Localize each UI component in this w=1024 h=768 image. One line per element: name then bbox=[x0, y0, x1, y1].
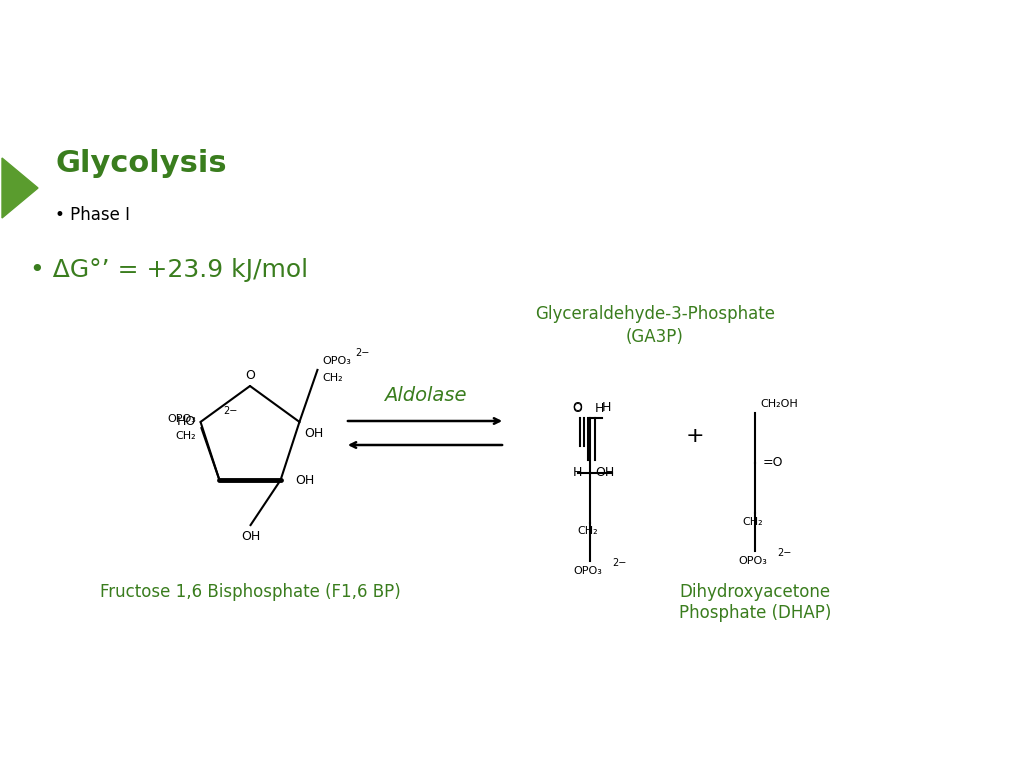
Text: O: O bbox=[572, 402, 582, 415]
Text: CH₂: CH₂ bbox=[578, 526, 598, 536]
Text: CH₂: CH₂ bbox=[176, 431, 197, 441]
Text: OH: OH bbox=[241, 530, 260, 543]
Text: 2−: 2− bbox=[777, 548, 792, 558]
Text: CH₂: CH₂ bbox=[323, 373, 343, 383]
Text: Aldolase: Aldolase bbox=[384, 386, 466, 405]
Text: Dihydroxyacetone
Phosphate (DHAP): Dihydroxyacetone Phosphate (DHAP) bbox=[679, 583, 831, 622]
Text: O: O bbox=[245, 369, 255, 382]
Text: OH: OH bbox=[296, 474, 314, 487]
Text: 2−: 2− bbox=[612, 558, 627, 568]
Text: O: O bbox=[572, 401, 582, 414]
Text: OPO₃: OPO₃ bbox=[573, 566, 602, 576]
Text: (GA3P): (GA3P) bbox=[626, 328, 684, 346]
Text: H: H bbox=[595, 402, 604, 415]
Text: OPO₃: OPO₃ bbox=[323, 356, 351, 366]
Text: CH₂OH: CH₂OH bbox=[760, 399, 798, 409]
Text: Glyceraldehyde-3-Phosphate: Glyceraldehyde-3-Phosphate bbox=[535, 305, 775, 323]
Text: CH₂: CH₂ bbox=[742, 517, 763, 527]
Text: 2−: 2− bbox=[355, 348, 370, 358]
Text: HO: HO bbox=[176, 415, 196, 429]
Text: OH: OH bbox=[595, 466, 614, 479]
Text: 2−: 2− bbox=[223, 406, 238, 416]
Text: OPO₃: OPO₃ bbox=[168, 414, 197, 424]
Text: OH: OH bbox=[304, 427, 324, 440]
Text: +: + bbox=[686, 426, 705, 446]
Text: OPO₃: OPO₃ bbox=[738, 556, 767, 566]
Polygon shape bbox=[2, 158, 38, 218]
Text: =O: =O bbox=[763, 456, 783, 469]
Text: H: H bbox=[572, 466, 582, 479]
Text: H: H bbox=[602, 401, 611, 414]
Text: Glycolysis: Glycolysis bbox=[55, 149, 226, 178]
Text: • ΔG°’ = +23.9 kJ/mol: • ΔG°’ = +23.9 kJ/mol bbox=[30, 258, 308, 282]
Text: • Phase I: • Phase I bbox=[55, 206, 130, 224]
Text: Fructose 1,6 Bisphosphate (F1,6 BP): Fructose 1,6 Bisphosphate (F1,6 BP) bbox=[99, 583, 400, 601]
